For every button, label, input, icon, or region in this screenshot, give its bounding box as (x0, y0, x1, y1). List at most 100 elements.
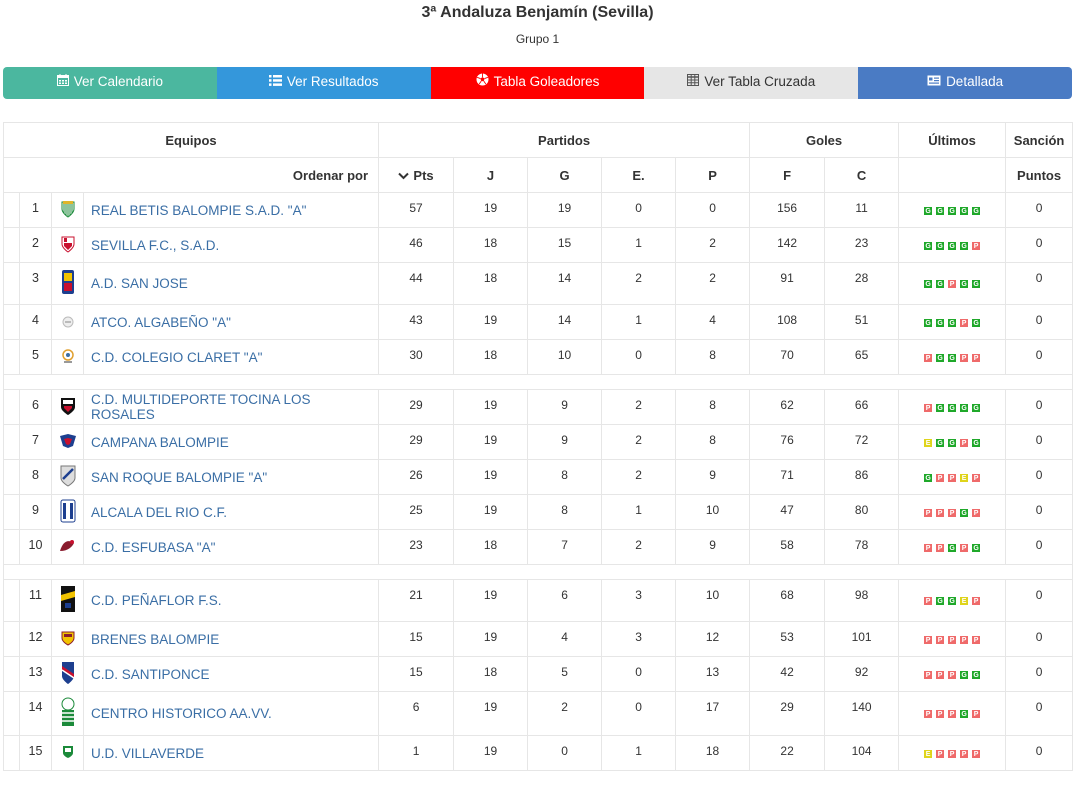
cell-g: 10 (527, 339, 603, 375)
cell-sancion: 0 (1005, 424, 1074, 460)
team-link[interactable]: U.D. VILLAVERDE (82, 735, 380, 771)
cell-g: 6 (527, 579, 603, 622)
table-row: 14 CENTRO HISTORICO AA.VV. 6 19 2 0 17 29 140 P P P… (3, 691, 1074, 736)
cell-p: 2 (675, 227, 751, 263)
result-badge: G (935, 352, 946, 363)
result-badge: P (971, 709, 982, 720)
table-row: 12 BRENES BALOMPIE 15 19 4 3 12 53 101 P P P P P 0 (3, 621, 1074, 657)
team-link[interactable]: SAN ROQUE BALOMPIE "A" (82, 459, 380, 495)
team-crest-icon (51, 339, 84, 375)
result-badge: P (935, 507, 946, 518)
team-position: 1 (19, 192, 52, 228)
team-link[interactable]: CAMPANA BALOMPIE (82, 424, 380, 460)
team-link[interactable]: C.D. MULTIDEPORTE TOCINA LOS ROSALES (82, 389, 380, 425)
cell-j: 19 (453, 735, 529, 771)
team-link[interactable]: C.D. PEÑAFLOR F.S. (82, 579, 380, 622)
team-name: C.D. MULTIDEPORTE TOCINA LOS ROSALES (91, 392, 311, 422)
team-crest-icon (51, 735, 84, 771)
tab-tabla-goleadores[interactable]: Tabla Goleadores (430, 67, 645, 99)
cell-c: 98 (824, 579, 900, 622)
table-row: 7 CAMPANA BALOMPIE 29 19 9 2 8 76 72 E G G P G 0 (3, 424, 1074, 460)
cell-c: 92 (824, 656, 900, 692)
cell-j: 19 (453, 192, 529, 228)
header-equipos: Equipos (2, 122, 380, 158)
table-row: 13 C.D. SANTIPONCE 15 18 5 0 13 42 92 P P P G G 0 (3, 656, 1074, 692)
cell-j: 19 (453, 389, 529, 425)
row-spacer (3, 227, 20, 263)
cell-f: 76 (749, 424, 826, 460)
result-badge: G (959, 507, 970, 518)
tab-ver-calendario[interactable]: Ver Calendario (3, 67, 217, 99)
table-row: 10 C.D. ESFUBASA "A" 23 18 7 2 9 58 78 P P G P G 0 (3, 529, 1074, 565)
team-link[interactable]: REAL BETIS BALOMPIE S.A.D. "A" (82, 192, 380, 228)
result-badge: P (935, 669, 946, 680)
team-crest-icon (51, 621, 84, 657)
cell-f: 47 (749, 494, 826, 530)
tab-ver-tabla-cruzada[interactable]: Ver Tabla Cruzada (644, 67, 859, 99)
cell-sancion: 0 (1005, 227, 1074, 263)
cell-sancion: 0 (1005, 389, 1074, 425)
cell-c: 80 (824, 494, 900, 530)
team-name: A.D. SAN JOSE (91, 276, 188, 291)
team-name: SEVILLA F.C., S.A.D. (91, 237, 220, 253)
calendar-icon (56, 67, 69, 97)
cell-e: 0 (601, 192, 677, 228)
team-link[interactable]: BRENES BALOMPIE (82, 621, 380, 657)
table-row: 15 U.D. VILLAVERDE 1 19 0 1 18 22 104 E P P P P 0 (3, 735, 1074, 771)
result-badge: P (947, 472, 958, 483)
team-name: C.D. ESFUBASA "A" (91, 539, 216, 555)
team-link[interactable]: CENTRO HISTORICO AA.VV. (82, 691, 380, 736)
table-row: 11 C.D. PEÑAFLOR F.S. 21 19 6 3 10 68 98 P G G E P 0 (3, 579, 1074, 622)
cell-g: 9 (527, 424, 603, 460)
team-position: 6 (19, 389, 52, 425)
cell-j: 19 (453, 304, 529, 340)
cell-e: 0 (601, 691, 677, 736)
header-ultimos: Últimos (898, 122, 1007, 158)
cell-f: 142 (749, 227, 826, 263)
tab-ver-calendario-label: Ver Calendario (73, 74, 164, 89)
tab-ver-resultados[interactable]: Ver Resultados (216, 67, 431, 99)
cell-c: 65 (824, 339, 900, 375)
cell-pts: 46 (378, 227, 455, 263)
cell-j: 19 (453, 494, 529, 530)
row-spacer (3, 339, 20, 375)
result-badge: P (971, 596, 982, 607)
team-crest-icon (51, 227, 84, 263)
cell-j: 18 (453, 656, 529, 692)
result-badge: P (959, 542, 970, 553)
result-badge: E (959, 596, 970, 607)
result-badge: G (959, 205, 970, 216)
team-link[interactable]: SEVILLA F.C., S.A.D. (82, 227, 380, 263)
sort-pts-button[interactable]: Pts (378, 157, 455, 193)
team-crest-icon (51, 691, 84, 736)
team-link[interactable]: A.D. SAN JOSE (82, 262, 380, 305)
id-card-icon (927, 67, 941, 97)
cell-p: 0 (675, 192, 751, 228)
team-link[interactable]: C.D. SANTIPONCE (82, 656, 380, 692)
team-link[interactable]: ALCALA DEL RIO C.F. (82, 494, 380, 530)
team-position: 4 (19, 304, 52, 340)
chevron-down-icon (398, 171, 410, 183)
result-badge: G (947, 596, 958, 607)
cell-pts: 21 (378, 579, 455, 622)
result-badge: P (959, 634, 970, 645)
cell-e: 1 (601, 304, 677, 340)
cell-f: 58 (749, 529, 826, 565)
result-badge: P (923, 402, 934, 413)
result-badge: G (971, 542, 982, 553)
team-link[interactable]: C.D. COLEGIO CLARET "A" (82, 339, 380, 375)
row-spacer (3, 192, 20, 228)
cell-sancion: 0 (1005, 529, 1074, 565)
cell-sancion: 0 (1005, 621, 1074, 657)
table-row: 3 A.D. SAN JOSE 44 18 14 2 2 91 28 G G P G G 0 (3, 262, 1074, 305)
tab-detallada[interactable]: Detallada (858, 67, 1072, 99)
result-badge: P (959, 352, 970, 363)
team-link[interactable]: ATCO. ALGABEÑO "A" (82, 304, 380, 340)
separator-cell (2, 374, 1074, 390)
row-spacer (3, 621, 20, 657)
team-link[interactable]: C.D. ESFUBASA "A" (82, 529, 380, 565)
row-spacer (3, 389, 20, 425)
